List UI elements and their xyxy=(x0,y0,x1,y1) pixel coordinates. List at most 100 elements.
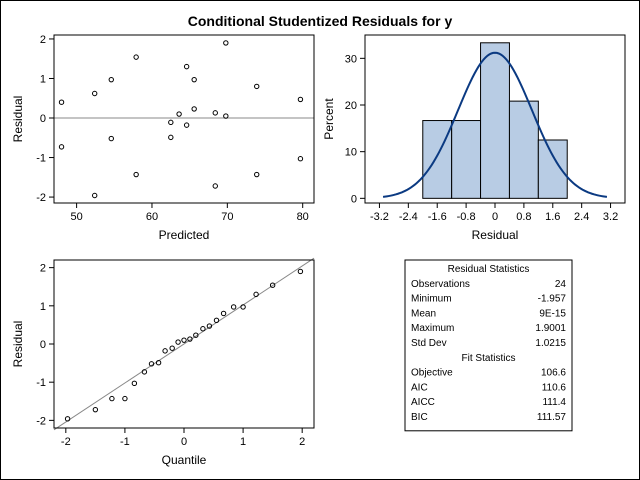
residual-point xyxy=(108,76,114,83)
residual-point xyxy=(91,192,98,199)
residual-histogram-x-tick-label: 0 xyxy=(492,211,498,223)
qq-plot-x-tick-label: 1 xyxy=(240,436,246,448)
residual-point xyxy=(212,183,218,189)
qq-point xyxy=(155,360,162,366)
residual-histogram-y-tick-label: 0 xyxy=(351,193,357,205)
residual-histogram-y-tick-label: 20 xyxy=(345,100,357,112)
residual-histogram-x-tick-label: -0.8 xyxy=(457,211,476,223)
qq-point xyxy=(220,310,227,317)
stats-section-heading: Fit Statistics xyxy=(462,353,516,364)
residual-point xyxy=(212,110,218,116)
qq-point xyxy=(122,395,128,402)
residual-vs-predicted-plot-frame xyxy=(53,34,315,204)
normal-density-curve xyxy=(382,51,608,198)
residual-histogram-x-tick-label: 3.2 xyxy=(603,211,618,223)
qq-point xyxy=(131,380,138,387)
residual-point xyxy=(254,171,260,178)
stats-row-label: AICC xyxy=(411,397,435,408)
residual-histogram-x-tick-label: 2.4 xyxy=(574,211,589,223)
stats-row-value: 1.0215 xyxy=(535,338,566,349)
stats-row-value: 106.6 xyxy=(541,368,566,379)
qq-point xyxy=(64,416,71,422)
residual-vs-predicted-y-tick-label: 0 xyxy=(40,113,46,125)
residual-histogram-x-tick-label: 1.6 xyxy=(545,211,560,223)
qq-plot-y-tick-label: 1 xyxy=(40,301,46,313)
residual-histogram-x-tick-label: -1.6 xyxy=(428,211,447,223)
qq-plot-y-tick-label: 0 xyxy=(40,339,46,351)
qq-point xyxy=(109,395,115,402)
stats-row-value: 111.4 xyxy=(542,397,566,408)
qq-plot-x-tick-label: 0 xyxy=(181,436,187,448)
stats-section-heading: Residual Statistics xyxy=(448,264,530,275)
qq-point xyxy=(193,332,199,338)
residual-vs-predicted-y-tick-label: 1 xyxy=(40,73,46,85)
residual-histogram-y-tick-label: 10 xyxy=(345,147,357,159)
residual-histogram-x-tick-label: 0.8 xyxy=(516,211,531,223)
residual-vs-predicted-y-tick-label: -2 xyxy=(36,192,46,204)
residual-point xyxy=(58,99,65,105)
qq-plot-x-tick-label: 2 xyxy=(299,436,305,448)
qq-point xyxy=(269,282,276,288)
qq-point xyxy=(297,268,304,275)
stats-row-value: 110.6 xyxy=(542,382,567,393)
stats-row-value: 1.9001 xyxy=(535,323,566,334)
residual-histogram-y-tick-label: 30 xyxy=(345,53,357,65)
residual-vs-predicted-y-tick-label: 2 xyxy=(40,34,46,46)
qq-point xyxy=(230,304,237,310)
residual-histogram-y-axis-label: Percent xyxy=(322,98,336,140)
residual-point xyxy=(133,171,139,178)
residual-vs-predicted-x-tick-label: 50 xyxy=(70,211,82,223)
stats-row-label: Objective xyxy=(411,368,453,379)
qq-plot-y-tick-label: -2 xyxy=(36,415,46,427)
residual-vs-predicted-y-axis-label: Residual xyxy=(11,96,25,143)
residual-point xyxy=(191,76,197,83)
stats-row-value: 9E-15 xyxy=(539,308,566,319)
residual-point xyxy=(191,106,197,112)
qq-point xyxy=(169,345,175,351)
residual-point xyxy=(58,144,65,150)
stats-table-box xyxy=(404,259,573,432)
stats-row-value: 24 xyxy=(555,279,567,290)
stats-row-label: BIC xyxy=(411,412,428,423)
qq-plot-x-tick-label: -1 xyxy=(120,436,130,448)
qq-plot-y-axis-label: Residual xyxy=(11,321,25,368)
residual-point xyxy=(223,113,229,119)
residual-point xyxy=(133,54,139,60)
stats-row-label: Minimum xyxy=(411,294,452,305)
qq-plot-y-tick-label: 2 xyxy=(40,263,46,275)
qq-point xyxy=(181,337,187,343)
qq-point xyxy=(162,348,168,354)
stats-row-label: Maximum xyxy=(411,323,454,334)
qq-point xyxy=(253,291,259,298)
residual-histogram-x-axis-label: Residual xyxy=(472,228,519,242)
residual-point xyxy=(91,90,98,97)
residual-point xyxy=(183,122,190,128)
qq-point xyxy=(240,304,246,310)
stats-row-label: AIC xyxy=(411,382,428,393)
qq-point xyxy=(92,406,99,413)
stats-row-value: 111.57 xyxy=(537,412,567,423)
qq-point xyxy=(141,369,148,375)
residual-point xyxy=(297,156,304,162)
residual-vs-predicted-x-axis-label: Predicted xyxy=(159,228,210,242)
stats-row-label: Mean xyxy=(411,308,436,319)
residual-point xyxy=(223,40,229,46)
qq-plot-x-tick-label: -2 xyxy=(61,436,71,448)
residual-point xyxy=(176,111,182,117)
chart-title: Conditional Studentized Residuals for y xyxy=(188,13,453,29)
residual-point xyxy=(183,63,190,70)
qq-plot-y-tick-label: -1 xyxy=(36,377,46,389)
stats-row-label: Std Dev xyxy=(411,338,447,349)
qq-point xyxy=(175,339,181,345)
residual-vs-predicted-x-tick-label: 60 xyxy=(146,211,158,223)
stats-row-value: -1.957 xyxy=(538,294,567,305)
residual-point xyxy=(108,135,114,142)
histogram-bar xyxy=(537,139,568,199)
residual-point xyxy=(168,134,174,141)
qq-point xyxy=(200,326,206,332)
histogram-bar xyxy=(451,120,482,199)
stats-row-label: Observations xyxy=(411,279,470,290)
residual-histogram-x-tick-label: -3.2 xyxy=(370,211,389,223)
